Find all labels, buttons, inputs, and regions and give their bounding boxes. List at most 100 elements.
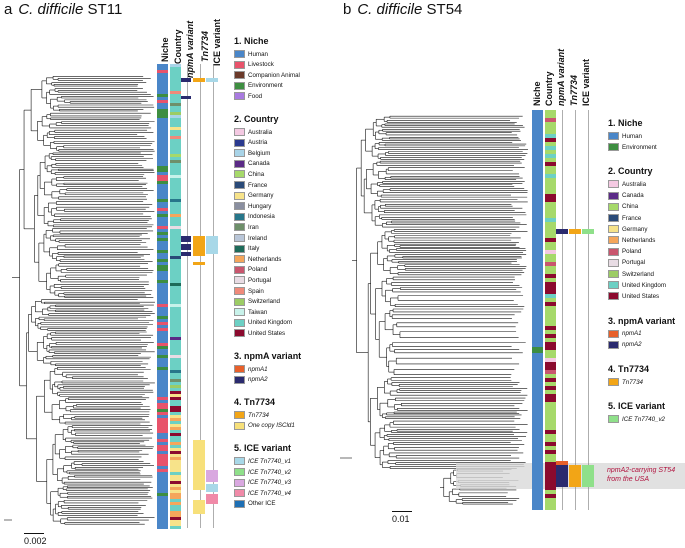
ice-cell xyxy=(206,78,218,82)
ice-cell xyxy=(206,470,218,482)
niche-cell xyxy=(157,445,168,448)
country-cell xyxy=(545,302,556,306)
legend-label: Germany xyxy=(622,225,648,233)
country-cell xyxy=(545,286,556,290)
niche-cell xyxy=(157,517,168,520)
panel-a-species: C. difficile xyxy=(18,1,84,18)
country-cell xyxy=(170,520,181,523)
country-cell xyxy=(545,134,556,138)
legend-swatch xyxy=(608,258,619,267)
country-cell xyxy=(170,100,181,103)
country-cell xyxy=(545,382,556,386)
niche-cell xyxy=(157,265,168,268)
legend-label: npmA2 xyxy=(622,341,642,349)
niche-cell xyxy=(157,121,168,124)
country-cell xyxy=(170,355,181,358)
niche-cell xyxy=(157,250,168,253)
legend-swatch xyxy=(234,499,245,508)
legend-swatch xyxy=(234,50,245,58)
npma-cell xyxy=(181,252,191,256)
panel-b-species: C. difficile xyxy=(357,1,423,18)
country-cell xyxy=(170,427,181,430)
country-cell xyxy=(545,438,556,442)
country-cell xyxy=(545,150,556,154)
country-cell xyxy=(170,271,181,274)
panel-a-title: a C. difficile ST11 xyxy=(4,1,122,18)
niche-cell xyxy=(157,466,168,469)
legend-swatch xyxy=(608,225,619,234)
niche-cell xyxy=(157,448,168,451)
niche-cell xyxy=(157,70,168,73)
niche-cell xyxy=(157,352,168,355)
legend-item: Canada xyxy=(234,159,270,168)
legend-heading: 1. Niche xyxy=(234,36,269,46)
legend-label: Ireland xyxy=(248,234,267,242)
country-cell xyxy=(170,322,181,325)
country-cell xyxy=(545,198,556,202)
country-cell xyxy=(170,169,181,172)
country-cell xyxy=(545,502,556,506)
country-cell xyxy=(545,442,556,446)
country-cell xyxy=(545,362,556,366)
niche-cell xyxy=(157,376,168,379)
niche-cell xyxy=(157,253,168,256)
country-cell xyxy=(545,230,556,234)
tn-cell xyxy=(193,236,205,256)
country-cell xyxy=(170,301,181,304)
legend-item: Food xyxy=(234,92,262,101)
country-cell xyxy=(170,304,181,307)
country-cell xyxy=(545,266,556,270)
legend-item: ICE Tn7740_v1 xyxy=(234,457,291,466)
country-cell xyxy=(170,457,181,460)
niche-cell xyxy=(157,409,168,412)
country-cell xyxy=(170,112,181,115)
niche-cell xyxy=(157,505,168,508)
legend-label: Tn7734 xyxy=(248,411,269,419)
country-cell xyxy=(545,326,556,330)
niche-cell xyxy=(157,280,168,283)
country-cell xyxy=(170,367,181,370)
legend-label: Italy xyxy=(248,245,260,253)
niche-cell xyxy=(157,133,168,136)
ice-cell xyxy=(582,465,594,487)
niche-cell xyxy=(157,82,168,85)
legend-item: Human xyxy=(234,50,268,58)
country-cell xyxy=(170,130,181,133)
legend-label: Poland xyxy=(622,248,642,256)
niche-cell xyxy=(157,331,168,334)
niche-cell xyxy=(157,247,168,250)
legend-label: Canada xyxy=(622,192,644,200)
legend-swatch xyxy=(234,234,245,242)
legend-swatch xyxy=(234,297,245,306)
legend-swatch xyxy=(234,71,245,80)
niche-cell xyxy=(157,493,168,496)
country-cell xyxy=(170,481,181,484)
legend-heading: 4. Tn7734 xyxy=(608,364,650,374)
country-cell xyxy=(545,422,556,426)
niche-cell xyxy=(157,367,168,370)
panel-b-col-niche: Niche xyxy=(532,81,542,106)
panel-a-col-niche: Niche xyxy=(160,37,170,62)
panel-b-scale-bar: 0.01 xyxy=(392,511,412,524)
country-cell xyxy=(545,482,556,486)
legend-swatch xyxy=(608,247,619,256)
legend-label: China xyxy=(248,170,265,178)
country-cell xyxy=(170,220,181,223)
country-cell xyxy=(170,442,181,445)
legend-item: ICE Tn7740_v2 xyxy=(608,415,665,424)
country-cell xyxy=(545,386,556,390)
niche-cell xyxy=(157,340,168,343)
country-cell xyxy=(170,157,181,160)
legend-swatch xyxy=(234,375,245,384)
country-cell xyxy=(545,342,556,346)
niche-cell xyxy=(157,163,168,166)
niche-cell xyxy=(157,457,168,460)
legend-swatch xyxy=(234,170,245,179)
country-cell xyxy=(545,354,556,358)
niche-cell xyxy=(157,184,168,187)
legend-label: Australia xyxy=(622,180,647,188)
country-cell xyxy=(170,151,181,154)
country-cell xyxy=(170,508,181,511)
niche-cell xyxy=(157,400,168,403)
